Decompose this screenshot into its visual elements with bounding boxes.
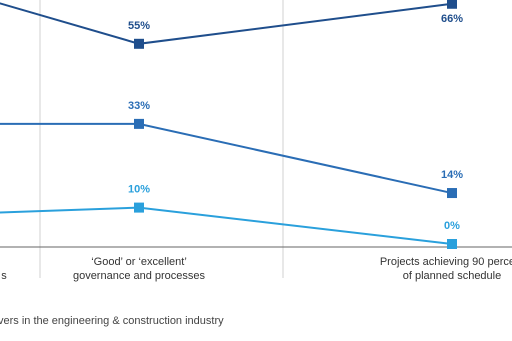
value-label: 10% — [128, 184, 150, 196]
x-tick-label: Projects achieving 90 percent — [380, 256, 512, 268]
value-label: 33% — [128, 100, 150, 112]
marker — [134, 118, 144, 129]
marker — [447, 239, 457, 249]
value-label: 0% — [444, 220, 460, 232]
marker — [134, 38, 144, 49]
series-line — [0, 122, 453, 195]
marker — [447, 0, 457, 9]
marker — [134, 202, 144, 213]
x-tick-label: governance and processes — [73, 270, 206, 282]
value-label: 14% — [441, 169, 463, 181]
x-tick-label: s — [1, 270, 7, 282]
x-tick-label: ‘Good’ or ‘excellent’ — [91, 256, 187, 268]
marker — [447, 188, 457, 199]
x-tick-label: of planned schedule — [403, 270, 501, 282]
source-note: vers in the engineering & construction i… — [0, 315, 224, 327]
value-label: 66% — [441, 13, 463, 25]
series-line — [0, 206, 453, 245]
series-line — [0, 2, 453, 45]
value-label: 55% — [128, 20, 150, 32]
